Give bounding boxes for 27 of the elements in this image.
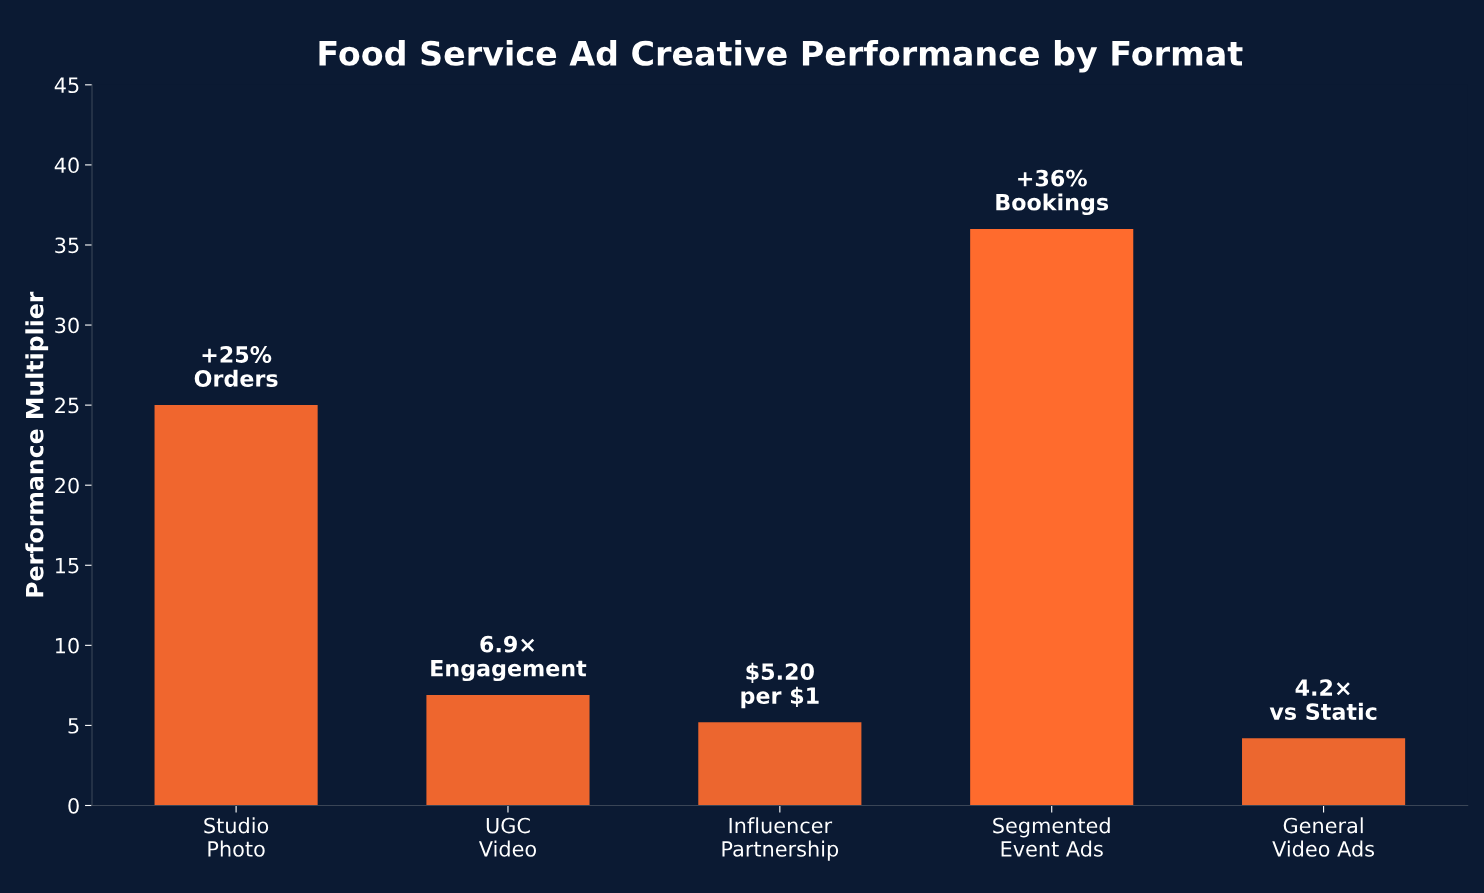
y-tick-label: 20 <box>55 477 79 494</box>
data-label: $5.20 per $1 <box>741 662 819 709</box>
y-tick-label: 25 <box>55 397 79 414</box>
data-label: 4.2× vs Static <box>1269 679 1377 721</box>
y-tick-label: 5 <box>68 718 79 734</box>
x-tick-label: Segmented Event Ads <box>993 817 1110 857</box>
data-label: +25% Orders <box>194 346 278 387</box>
x-tick-label: Influencer Partnership <box>722 817 839 861</box>
x-tick-label: General Video Ads <box>1272 817 1375 857</box>
x-tick-label: UGC Video <box>478 817 537 857</box>
y-tick-label: 45 <box>54 77 79 94</box>
y-tick-label: 15 <box>55 558 79 574</box>
bar <box>154 405 318 806</box>
bar <box>426 694 590 806</box>
y-tick-label: 10 <box>55 637 79 654</box>
bar <box>698 722 862 806</box>
y-tick-label: 35 <box>55 237 79 254</box>
chart-title: Food Service Ad Creative Performance by Format <box>319 40 1243 73</box>
x-tick-label: Studio Photo <box>204 817 269 857</box>
bar <box>1242 738 1406 806</box>
y-tick-label: 0 <box>68 797 79 814</box>
y-tick-label: 40 <box>54 157 79 174</box>
y-axis-title: Performance Multiplier <box>25 291 49 597</box>
y-tick-label: 30 <box>55 317 79 334</box>
data-label: +36% Bookings <box>996 169 1109 216</box>
bar <box>970 228 1134 806</box>
data-label: 6.9× Engagement <box>431 635 587 682</box>
